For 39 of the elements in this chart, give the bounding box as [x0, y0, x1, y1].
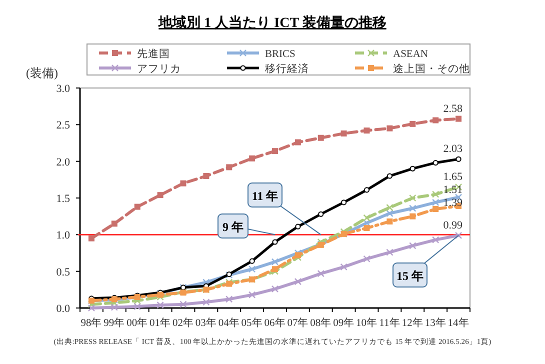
- annotation: 15 年: [396, 269, 424, 283]
- y-tick-label: 1.0: [56, 230, 70, 242]
- legend-label: アフリカ: [137, 64, 181, 75]
- y-tick-label: 2.0: [56, 156, 70, 168]
- annotation: 9 年: [222, 220, 244, 234]
- x-tick-label: 05年: [241, 317, 263, 329]
- legend-label: BRICS: [265, 49, 296, 60]
- x-tick-label: 98年: [80, 317, 102, 329]
- legend-label: ASEAN: [393, 49, 428, 60]
- x-tick-label: 13年: [424, 317, 446, 329]
- data-label: 2.58: [443, 102, 464, 115]
- x-tick-label: 07年: [287, 317, 309, 329]
- y-tick-label: 2.5: [56, 120, 70, 132]
- x-tick-label: 08年: [310, 317, 332, 329]
- x-tick-label: 14年: [448, 317, 470, 329]
- y-tick-label: 0.0: [56, 303, 70, 315]
- y-tick-label: 0.5: [56, 266, 70, 278]
- annotation: 11 年: [252, 189, 278, 203]
- x-tick-label: 11年: [379, 317, 400, 329]
- x-tick-label: 03年: [195, 317, 217, 329]
- data-label: 2.03: [443, 143, 464, 156]
- data-label: 1.65: [443, 171, 464, 183]
- data-label: 0.99: [443, 219, 464, 232]
- x-tick-label: 00年: [126, 317, 148, 329]
- x-tick-label: 10年: [356, 317, 378, 329]
- legend-label: 移行経済: [265, 62, 309, 75]
- x-tick-label: 09年: [333, 317, 355, 329]
- y-axis-title: (装備): [26, 66, 58, 80]
- x-tick-label: 99年: [104, 317, 126, 329]
- y-tick-label: 1.5: [56, 193, 70, 205]
- y-tick-label: 3.0: [56, 83, 70, 95]
- x-tick-label: 12年: [402, 317, 424, 329]
- legend-label: 先進国: [137, 47, 170, 60]
- chart-title: 地域別 1 人当たり ICT 装備量の推移: [158, 15, 386, 31]
- x-tick-label: 02年: [172, 317, 194, 329]
- x-tick-label: 01年: [150, 317, 172, 329]
- x-tick-label: 04年: [218, 317, 240, 329]
- legend-label: 途上国・その他: [393, 62, 470, 75]
- x-tick-label: 06年: [264, 317, 286, 329]
